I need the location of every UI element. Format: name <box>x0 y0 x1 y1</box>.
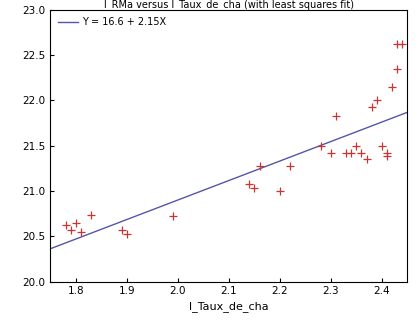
Point <box>358 150 365 156</box>
Point <box>389 84 396 89</box>
Point <box>287 163 294 168</box>
Point <box>333 113 339 118</box>
Point <box>276 188 283 194</box>
Point <box>123 231 130 236</box>
Point <box>353 143 360 148</box>
Point <box>328 150 334 156</box>
Point <box>383 150 390 156</box>
Point <box>88 213 94 218</box>
Point <box>368 104 375 109</box>
Point <box>318 143 324 148</box>
Point <box>78 229 84 234</box>
Point <box>343 150 349 156</box>
Point <box>378 143 385 148</box>
Point <box>394 42 401 47</box>
Point <box>348 150 354 156</box>
X-axis label: l_Taux_de_cha: l_Taux_de_cha <box>189 300 269 312</box>
Legend: Y = 16.6 + 2.15X: Y = 16.6 + 2.15X <box>55 14 170 30</box>
Point <box>256 164 263 169</box>
Point <box>246 181 253 186</box>
Point <box>394 66 401 71</box>
Point <box>68 228 74 233</box>
Point <box>73 220 79 225</box>
Point <box>118 228 125 233</box>
Title: l_RMa versus l_Taux_de_cha (with least squares fit): l_RMa versus l_Taux_de_cha (with least s… <box>104 0 354 10</box>
Point <box>383 154 390 159</box>
Point <box>251 186 258 191</box>
Point <box>363 156 370 162</box>
Point <box>373 98 380 103</box>
Point <box>169 214 176 219</box>
Point <box>62 223 69 228</box>
Point <box>399 42 406 47</box>
